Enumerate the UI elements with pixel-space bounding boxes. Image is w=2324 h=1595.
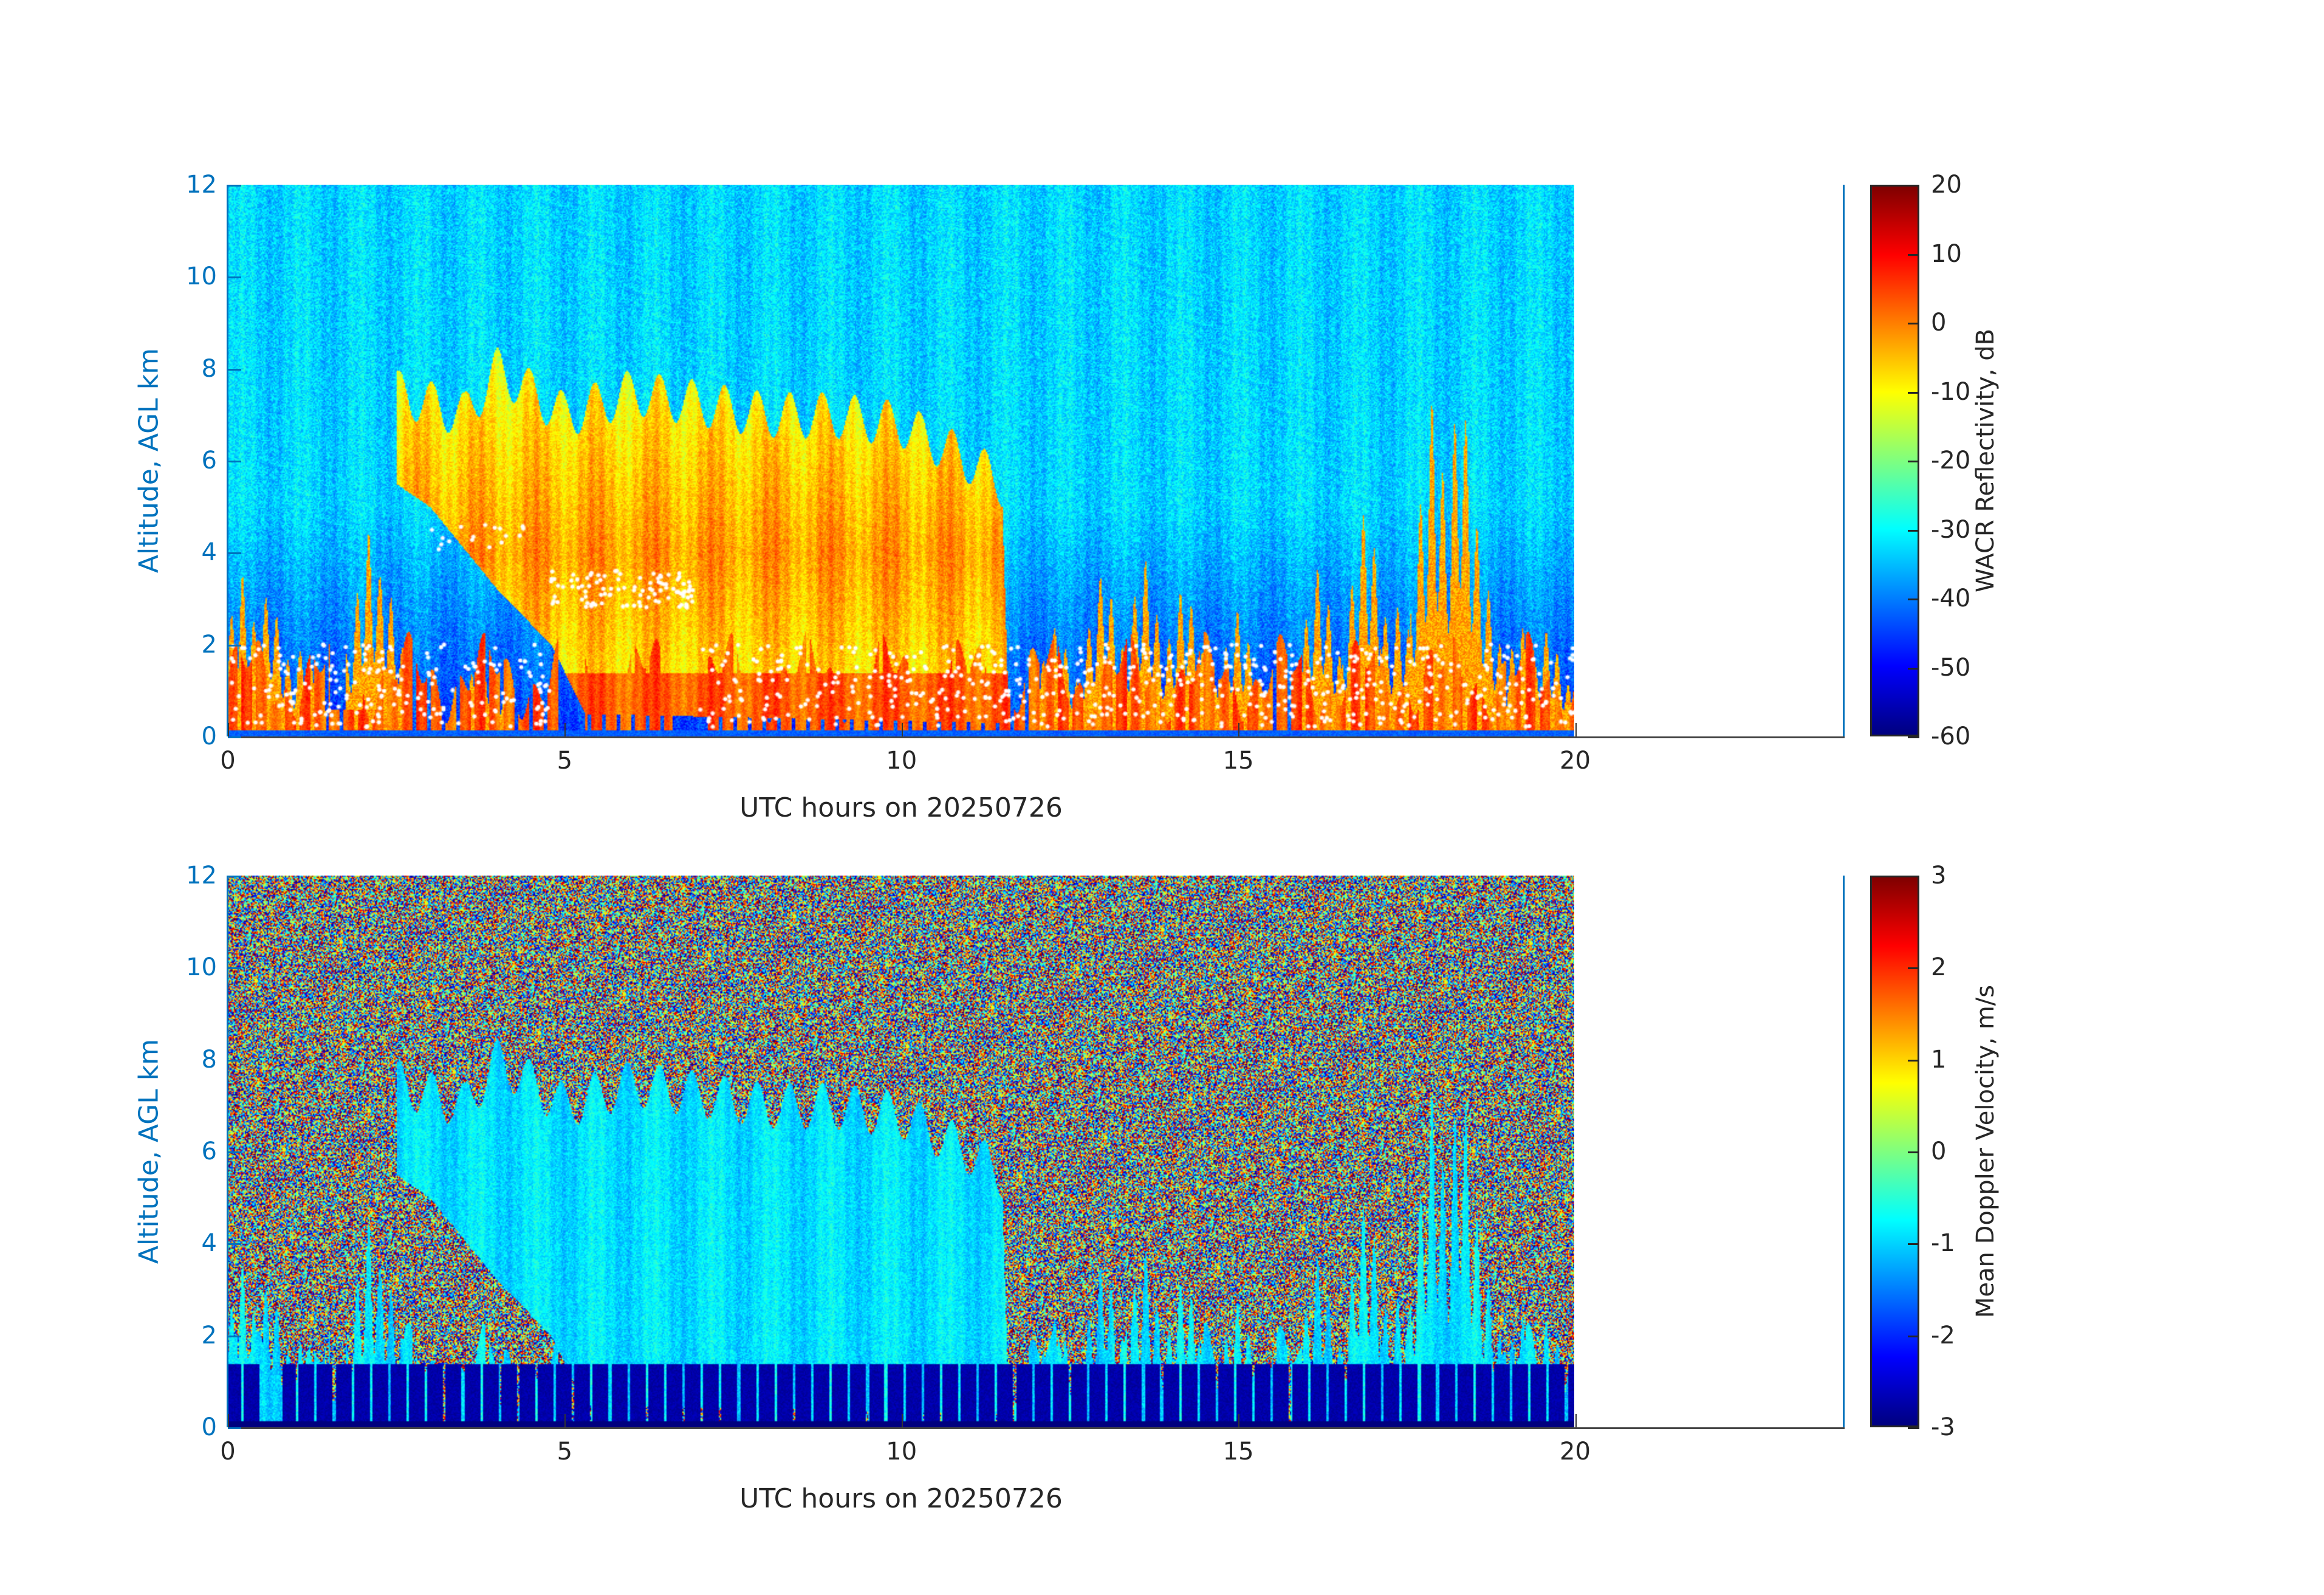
x-tick-label: 5 [557, 747, 573, 775]
colorbar-tick-label: -2 [1931, 1321, 1955, 1350]
y-tick-label: 2 [201, 630, 217, 659]
colorbar-tick [1908, 461, 1919, 462]
y-tick-label: 6 [201, 447, 217, 475]
x-axis-line [228, 736, 1845, 738]
x-axis-label: UTC hours on 20250726 [739, 1483, 1063, 1514]
y-tick-label: 0 [201, 722, 217, 750]
y-axis-label: Altitude, AGL km [133, 348, 165, 574]
colorbar-tick-label: -40 [1931, 585, 1971, 612]
colorbar-tick-label: -3 [1931, 1413, 1955, 1441]
colorbar-tick-label: 2 [1931, 953, 1947, 982]
y-axis-line [227, 876, 228, 1427]
y-tick [228, 276, 241, 279]
reflectivity-panel: UTC hours on 20250726 Altitude, AGL km 0… [0, 171, 2324, 853]
colorbar-tick [1908, 323, 1919, 324]
x-tick [1238, 723, 1240, 736]
colorbar-tick-label: 0 [1931, 309, 1947, 337]
x-tick-label: 10 [886, 1438, 917, 1466]
x-tick [1238, 1414, 1240, 1427]
colorbar-tick-label: -50 [1931, 653, 1971, 682]
y-tick-label: 0 [201, 1413, 217, 1441]
y-tick [228, 368, 241, 371]
colorbar-tick [1908, 667, 1919, 670]
colorbar-tick [1908, 1243, 1919, 1246]
colorbar-tick [1908, 736, 1919, 738]
y-axis-line [227, 185, 228, 736]
y-axis-label: Altitude, AGL km [133, 1038, 165, 1264]
x-tick [1575, 1414, 1577, 1427]
x-tick-label: 0 [220, 1438, 236, 1466]
x-tick [1575, 723, 1577, 736]
y-tick [228, 552, 241, 555]
y-tick [228, 1151, 241, 1153]
x-tick [564, 723, 566, 736]
y-tick [228, 644, 241, 647]
colorbar-tick [1908, 876, 1919, 877]
x-tick [228, 1414, 229, 1427]
y-tick-label: 12 [186, 171, 217, 199]
x-tick-label: 0 [220, 747, 236, 775]
colorbar-tick-label: -10 [1931, 377, 1971, 406]
x-tick-label: 20 [1560, 747, 1591, 775]
colorbar-tick [1908, 967, 1919, 970]
colorbar-label: WACR Reflectivity, dB [1972, 328, 2000, 593]
x-tick-label: 20 [1560, 1438, 1591, 1466]
reflectivity-heatmap [228, 185, 1574, 736]
x-tick-label: 5 [557, 1438, 573, 1466]
x-tick [564, 1414, 566, 1427]
x-axis-line [228, 1427, 1845, 1429]
y-tick-label: 4 [201, 1229, 217, 1258]
x-tick [901, 723, 903, 736]
y-tick [228, 1243, 241, 1246]
x-tick-label: 15 [1222, 1438, 1254, 1466]
y-axis-right-line [1843, 185, 1845, 736]
x-tick-label: 10 [886, 747, 917, 775]
reflectivity-axes: UTC hours on 20250726 Altitude, AGL km 0… [134, 171, 1845, 823]
y-tick [228, 1059, 241, 1062]
colorbar-tick [1908, 529, 1919, 532]
colorbar-tick-label: 0 [1931, 1137, 1947, 1165]
y-tick [228, 185, 241, 187]
y-tick-label: 8 [201, 1045, 217, 1074]
velocity-heatmap [228, 876, 1574, 1427]
velocity-axes: UTC hours on 20250726 Altitude, AGL km 0… [134, 862, 1845, 1514]
colorbar-tick-label: 3 [1931, 862, 1947, 890]
colorbar-tick-label: -1 [1931, 1229, 1955, 1258]
colorbar-tick [1908, 1427, 1919, 1429]
colorbar-tick-label: 20 [1931, 171, 1962, 199]
colorbar-tick [1908, 253, 1919, 256]
x-tick-label: 15 [1222, 747, 1254, 775]
colorbar-tick [1908, 391, 1919, 394]
colorbar-label: Mean Doppler Velocity, m/s [1972, 984, 2000, 1319]
y-tick-label: 8 [201, 354, 217, 383]
y-tick [228, 1427, 241, 1429]
colorbar-tick [1908, 1151, 1919, 1153]
colorbar-tick [1908, 1059, 1919, 1062]
colorbar-tick [1908, 1335, 1919, 1337]
y-tick-label: 4 [201, 538, 217, 567]
x-tick [228, 723, 229, 736]
colorbar-tick-label: -20 [1931, 447, 1971, 475]
y-tick-label: 6 [201, 1137, 217, 1165]
colorbar-tick [1908, 185, 1919, 187]
colorbar-tick-label: 10 [1931, 239, 1962, 268]
y-tick-label: 10 [186, 262, 217, 291]
y-tick [228, 461, 241, 462]
colorbar-tick-label: 1 [1931, 1045, 1947, 1074]
colorbar-tick [1908, 599, 1919, 600]
x-tick [901, 1414, 903, 1427]
y-tick-label: 10 [186, 953, 217, 982]
y-tick [228, 967, 241, 970]
y-tick [228, 736, 241, 738]
y-tick-label: 12 [186, 862, 217, 890]
x-axis-label: UTC hours on 20250726 [739, 792, 1063, 823]
y-tick [228, 876, 241, 877]
colorbar-tick-label: -30 [1931, 515, 1971, 544]
y-axis-right-line [1843, 876, 1845, 1427]
colorbar-tick-label: -60 [1931, 722, 1971, 750]
y-tick-label: 2 [201, 1321, 217, 1350]
y-tick [228, 1335, 241, 1337]
velocity-panel: UTC hours on 20250726 Altitude, AGL km 0… [0, 862, 2324, 1544]
